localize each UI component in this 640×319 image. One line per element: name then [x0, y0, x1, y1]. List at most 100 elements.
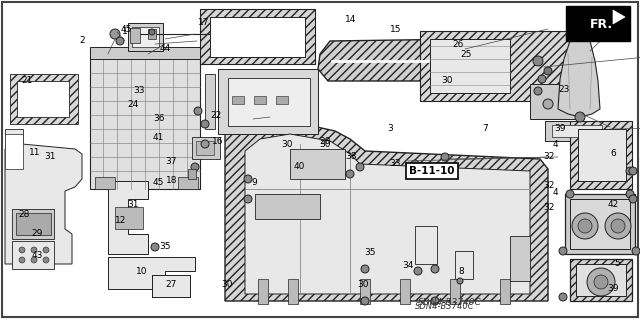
Text: 7: 7: [483, 124, 488, 133]
Bar: [290, 149, 345, 179]
Circle shape: [578, 219, 592, 233]
Bar: [570, 121, 632, 189]
Text: 36: 36: [153, 114, 164, 123]
Bar: [205, 74, 215, 129]
Bar: [5, 129, 23, 174]
Circle shape: [575, 112, 585, 122]
Bar: [566, 6, 630, 41]
Circle shape: [19, 257, 25, 263]
Circle shape: [191, 163, 199, 171]
Text: 45: 45: [121, 25, 132, 34]
Text: SDN4-B3740C: SDN4-B3740C: [415, 302, 475, 311]
Bar: [500, 279, 510, 304]
Circle shape: [201, 140, 209, 148]
Text: 33: 33: [390, 159, 401, 168]
Text: 1: 1: [122, 27, 127, 36]
Bar: [430, 39, 510, 93]
Circle shape: [457, 278, 463, 284]
Bar: [218, 69, 318, 134]
Bar: [90, 47, 200, 59]
Circle shape: [194, 107, 202, 115]
Text: 32: 32: [543, 204, 555, 212]
Bar: [130, 28, 140, 43]
Circle shape: [587, 268, 615, 296]
Text: 15: 15: [390, 25, 401, 34]
Text: 30: 30: [319, 140, 331, 149]
Circle shape: [538, 75, 546, 83]
Bar: [16, 213, 51, 235]
Bar: [570, 259, 632, 301]
Polygon shape: [318, 39, 490, 81]
Text: 30: 30: [281, 140, 292, 149]
Circle shape: [31, 257, 37, 263]
Bar: [455, 251, 473, 279]
Bar: [288, 279, 298, 304]
Text: 3: 3: [388, 124, 393, 133]
Circle shape: [149, 29, 155, 35]
Text: 30: 30: [221, 280, 233, 289]
Bar: [570, 199, 630, 249]
Bar: [178, 177, 198, 189]
Text: 45: 45: [153, 178, 164, 187]
Bar: [90, 49, 200, 189]
Polygon shape: [245, 134, 530, 294]
Circle shape: [629, 195, 637, 203]
Bar: [210, 17, 305, 57]
Text: 30: 30: [358, 280, 369, 289]
Text: 24: 24: [127, 100, 139, 109]
Text: 42: 42: [607, 200, 619, 209]
Bar: [132, 27, 159, 47]
Circle shape: [43, 247, 49, 253]
Text: 5: 5: [615, 259, 620, 268]
Circle shape: [629, 167, 637, 175]
Circle shape: [441, 153, 449, 161]
Bar: [115, 207, 143, 229]
Circle shape: [31, 247, 37, 253]
Circle shape: [594, 275, 608, 289]
Text: 32: 32: [543, 181, 555, 190]
Text: 4: 4: [553, 188, 558, 197]
Circle shape: [559, 247, 567, 255]
Polygon shape: [613, 10, 625, 24]
Text: 21: 21: [21, 76, 33, 85]
Text: 35: 35: [159, 242, 171, 251]
Text: 34: 34: [403, 261, 414, 270]
Circle shape: [414, 267, 422, 275]
Bar: [232, 96, 244, 104]
Text: 20: 20: [319, 137, 331, 146]
Text: 31: 31: [127, 200, 139, 209]
Circle shape: [534, 87, 542, 95]
Text: 29: 29: [31, 229, 43, 238]
Text: 2: 2: [79, 36, 84, 45]
Bar: [400, 279, 410, 304]
Circle shape: [116, 37, 124, 45]
Text: 14: 14: [345, 15, 356, 24]
Text: 39: 39: [607, 284, 619, 293]
Polygon shape: [225, 119, 548, 301]
Bar: [530, 84, 580, 119]
Text: 18: 18: [166, 176, 177, 185]
Text: SDN4-B3740C: SDN4-B3740C: [418, 298, 482, 307]
Circle shape: [356, 163, 364, 171]
Bar: [450, 279, 460, 304]
Bar: [360, 279, 370, 304]
Text: 16: 16: [212, 137, 223, 146]
Text: B-11-10: B-11-10: [409, 166, 455, 176]
Text: 9: 9: [252, 178, 257, 187]
Text: 28: 28: [19, 210, 30, 219]
Circle shape: [244, 195, 252, 203]
Bar: [188, 169, 196, 179]
Circle shape: [605, 213, 631, 239]
Text: 27: 27: [166, 280, 177, 289]
Text: 35: 35: [364, 248, 376, 257]
Bar: [95, 177, 115, 189]
Circle shape: [110, 29, 120, 39]
Bar: [258, 279, 268, 304]
Bar: [192, 137, 220, 159]
Circle shape: [411, 160, 419, 168]
Circle shape: [572, 213, 598, 239]
Text: FR.: FR.: [590, 18, 613, 31]
Bar: [10, 74, 78, 124]
Circle shape: [244, 175, 252, 183]
Text: 22: 22: [211, 111, 222, 120]
